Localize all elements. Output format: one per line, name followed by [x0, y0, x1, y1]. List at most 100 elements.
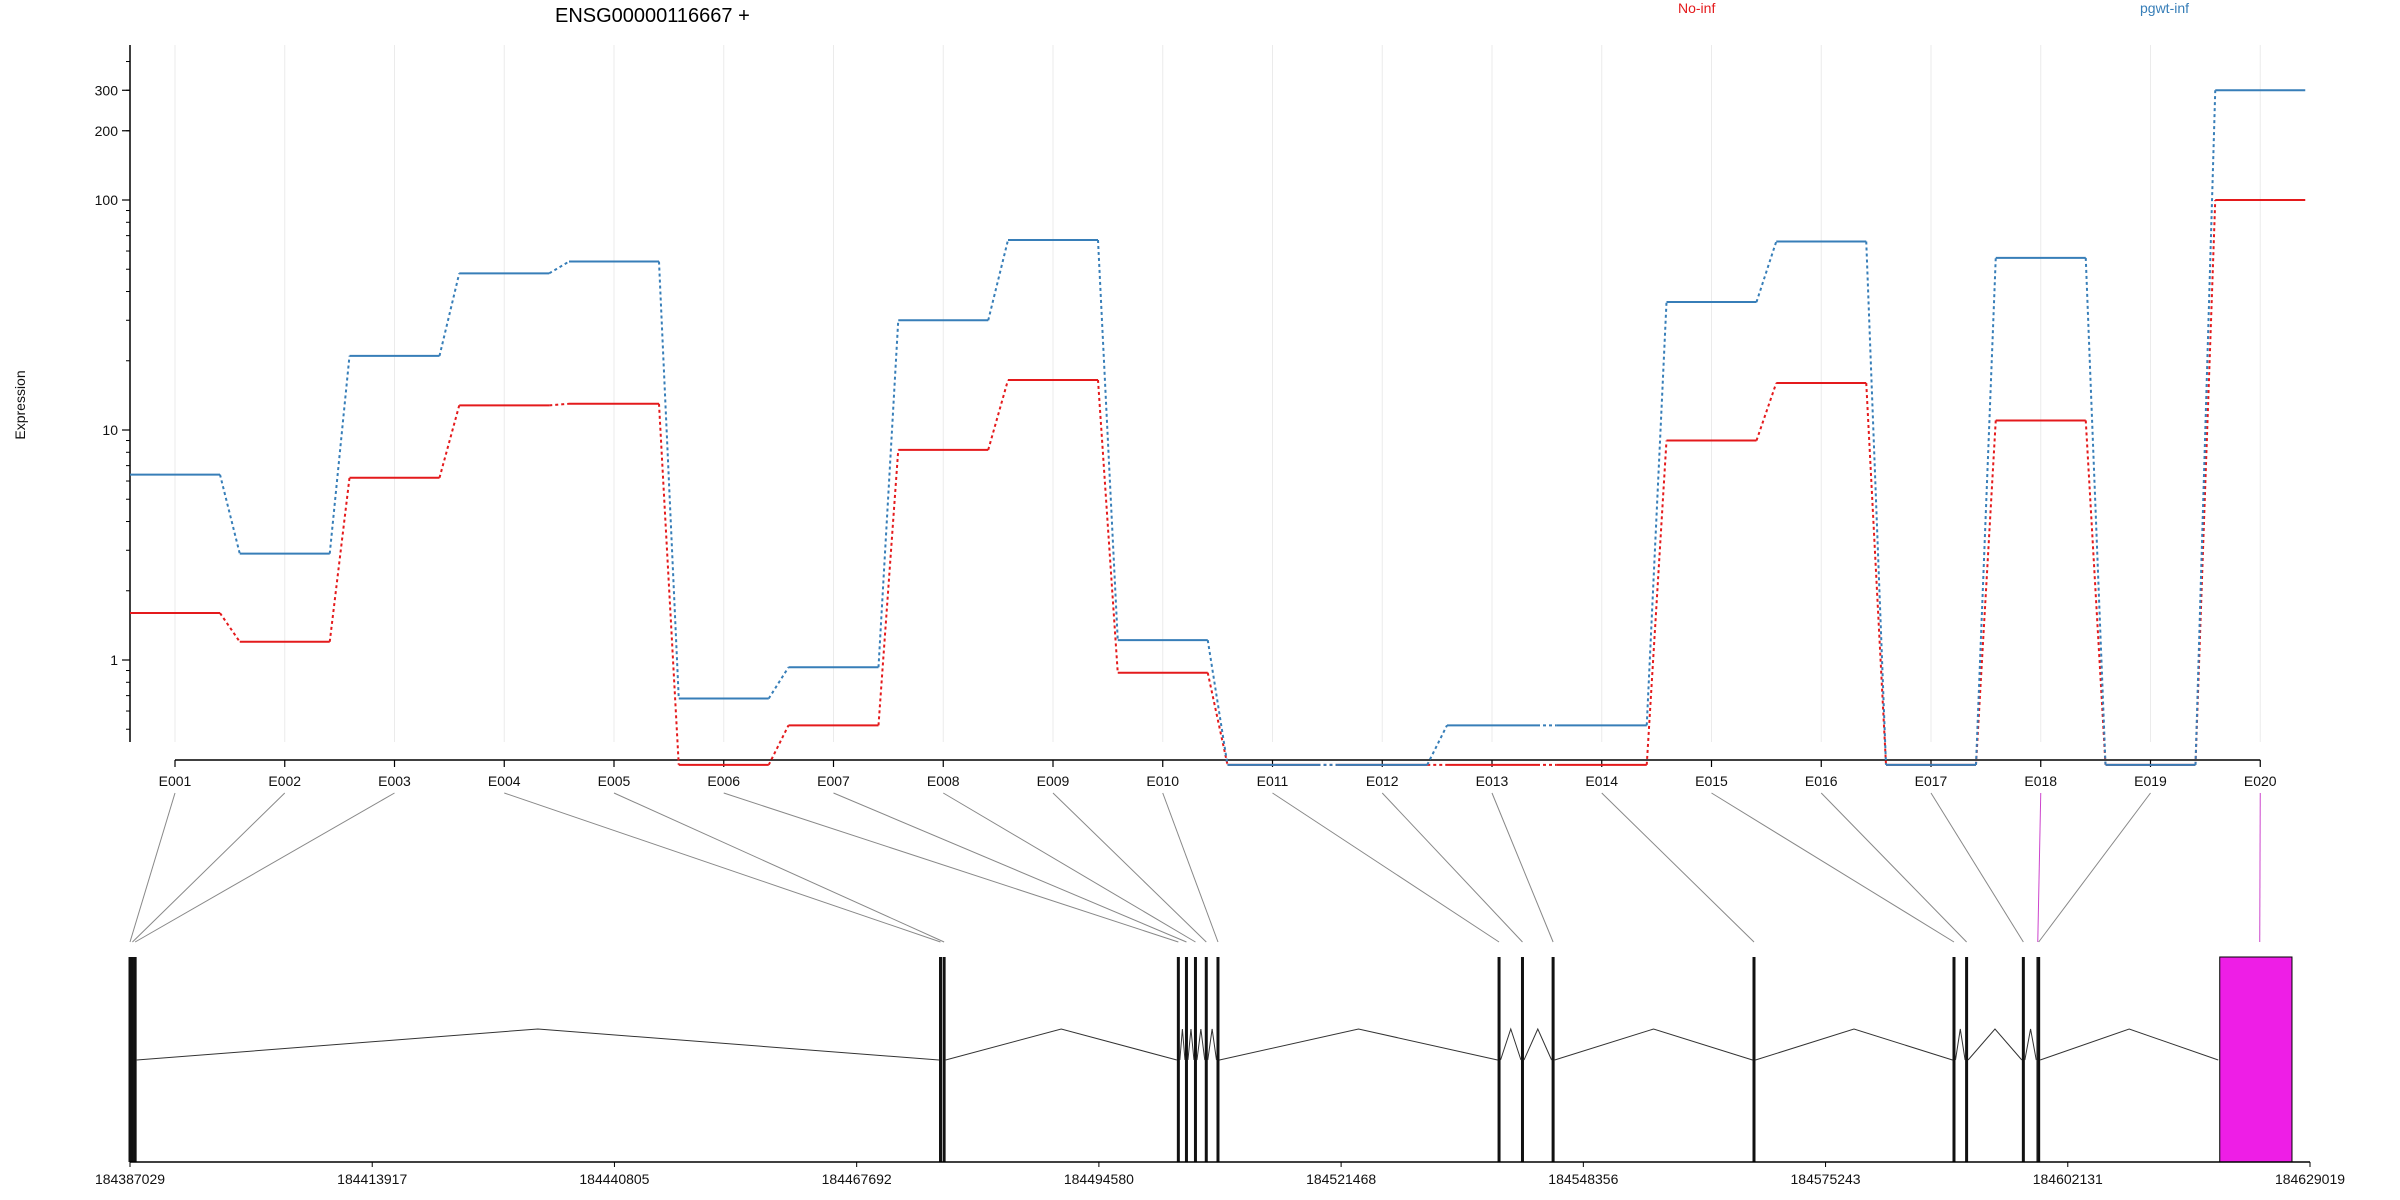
- exon-block-e008: [1193, 957, 1197, 1162]
- exon-block-e011: [1497, 957, 1501, 1162]
- connector-e013: [1491, 792, 1554, 943]
- x-tick-label-e009: E009: [1037, 773, 1070, 789]
- connector-e018: [2037, 792, 2042, 943]
- intron-line: [1523, 1027, 1553, 1061]
- genomic-coordinate-label: 184548356: [1548, 1171, 1618, 1187]
- data-connector-no-inf: [1975, 420, 1997, 765]
- x-tick-label-e003: E003: [378, 773, 411, 789]
- genomic-coordinate-label: 184387029: [95, 1171, 165, 1187]
- intron-line: [1500, 1027, 1522, 1061]
- x-tick-label-e011: E011: [1257, 773, 1289, 789]
- intron-line: [1755, 1028, 1953, 1061]
- connector-e001: [129, 792, 176, 943]
- genomic-coordinate-label: 184467692: [822, 1171, 892, 1187]
- connector-e005: [613, 792, 945, 943]
- legend-entry-no-inf: No-inf: [1678, 0, 1715, 16]
- data-connector-no-inf: [1645, 440, 1668, 765]
- connector-e016: [1820, 792, 1967, 943]
- x-tick-label-e004: E004: [488, 773, 521, 789]
- connector-e003: [134, 792, 395, 943]
- data-connector-no-inf: [219, 612, 241, 643]
- intron-line: [1179, 1028, 1186, 1061]
- x-tick-label-e019: E019: [2134, 773, 2167, 789]
- exon-block-e017: [2021, 957, 2025, 1162]
- connector-e017: [1930, 792, 2024, 943]
- y-tick-label: 10: [102, 422, 118, 438]
- data-connector-no-inf: [1865, 383, 1887, 765]
- intron-line: [1196, 1028, 1206, 1061]
- x-tick-label-e018: E018: [2024, 773, 2057, 789]
- plot-area: 1 10 100 200 300 E001 E002 E003 E004 E005 E006 E007…: [95, 45, 2306, 789]
- x-tick-label-e007: E007: [817, 773, 850, 789]
- data-connector-pgwt-inf: [658, 261, 680, 699]
- exon-block-e013: [1551, 957, 1555, 1162]
- intron-line: [945, 1028, 1177, 1061]
- data-connector-pgwt-inf: [438, 273, 461, 357]
- exon-block-e016: [1965, 957, 1969, 1162]
- data-connector-pgwt-inf: [1097, 239, 1119, 641]
- intron-line: [1187, 1028, 1195, 1061]
- exon-block-e015: [1952, 957, 1956, 1162]
- x-tick-label-e008: E008: [927, 773, 960, 789]
- data-connector-pgwt-inf: [2084, 257, 2107, 765]
- intron-line: [1219, 1028, 1498, 1061]
- data-connector-pgwt-inf: [1755, 241, 1778, 303]
- data-connector-pgwt-inf: [1865, 241, 1887, 765]
- exon-block-e019: [2037, 957, 2041, 1162]
- data-connector-no-inf: [877, 449, 900, 726]
- genomic-coordinate-label: 184494580: [1064, 1171, 1134, 1187]
- exon-block-e003: [133, 957, 137, 1162]
- data-connector-pgwt-inf: [767, 666, 790, 700]
- data-connector-pgwt-inf: [1975, 257, 1997, 765]
- data-connector-no-inf: [438, 405, 461, 479]
- connector-e014: [1601, 792, 1755, 943]
- exon-block-e012: [1520, 957, 1524, 1162]
- chart-title: ENSG00000116667 +: [555, 5, 750, 27]
- data-connector-no-inf: [1097, 379, 1119, 673]
- data-connector-pgwt-inf: [548, 260, 570, 275]
- exon-connector-lines: [129, 792, 2261, 943]
- connector-e019: [2038, 792, 2151, 943]
- connector-e007: [833, 792, 1187, 943]
- y-tick-label: 100: [95, 192, 119, 208]
- connector-e010: [1162, 792, 1219, 943]
- intron-line: [1554, 1028, 1753, 1061]
- connector-e008: [942, 792, 1196, 943]
- x-tick-label-e010: E010: [1146, 773, 1179, 789]
- connector-e020: [2259, 792, 2261, 943]
- data-connector-no-inf: [1206, 672, 1229, 766]
- intron-line: [1967, 1028, 2023, 1061]
- connector-e012: [1381, 792, 1523, 943]
- x-tick-label-e001: E001: [159, 773, 192, 789]
- genomic-coordinate-label: 184521468: [1306, 1171, 1376, 1187]
- legend-entry-pgwt-inf: pgwt-inf: [2140, 0, 2189, 16]
- x-tick-label-e020: E020: [2244, 773, 2277, 789]
- intron-line: [1954, 1028, 1966, 1061]
- exon-block-e004: [939, 957, 943, 1162]
- data-connector-no-inf: [987, 379, 1009, 451]
- connector-e015: [1711, 792, 1955, 943]
- exon-block-e005: [942, 957, 946, 1162]
- x-tick-label-e016: E016: [1805, 773, 1838, 789]
- connector-e009: [1052, 792, 1207, 943]
- data-connector-pgwt-inf: [877, 320, 900, 668]
- exon-block-e006: [1176, 957, 1180, 1162]
- x-tick-label-e012: E012: [1366, 773, 1399, 789]
- exon-block-e014: [1752, 957, 1756, 1162]
- exon-block-e009: [1204, 957, 1208, 1162]
- connector-e011: [1272, 792, 1500, 943]
- y-tick-label: 200: [95, 123, 119, 139]
- x-tick-label-e017: E017: [1915, 773, 1948, 789]
- exon-block-e002: [130, 957, 134, 1162]
- intron-line: [2024, 1028, 2037, 1061]
- genomic-coordinate-label: 184440805: [579, 1171, 649, 1187]
- data-connector-pgwt-inf: [1426, 724, 1448, 766]
- y-tick-label: 300: [95, 82, 119, 98]
- data-connector-pgwt-inf: [2194, 90, 2217, 765]
- genomic-coordinate-label: 184602131: [2033, 1171, 2103, 1187]
- data-connector-no-inf: [2194, 199, 2217, 765]
- x-tick-label-e015: E015: [1695, 773, 1728, 789]
- y-axis-label: Expression: [12, 370, 28, 439]
- exon-block-e007: [1184, 957, 1188, 1162]
